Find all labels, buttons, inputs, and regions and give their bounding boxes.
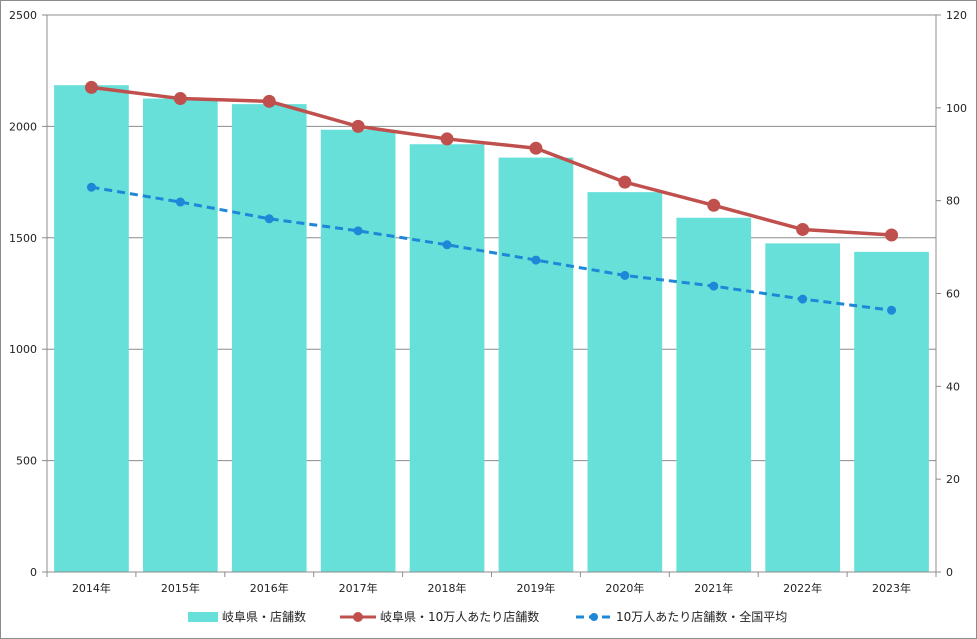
- left-tick-label: 2500: [9, 9, 37, 22]
- national-average-point: [86, 182, 96, 192]
- bar-series: [54, 85, 929, 573]
- gifu-per-100k-point: [84, 80, 98, 94]
- national-average-point: [264, 214, 274, 224]
- x-tick-label: 2014年: [72, 581, 111, 595]
- national-average-point: [353, 226, 363, 236]
- x-tick-label: 2020年: [605, 581, 644, 595]
- right-tick-label: 40: [946, 380, 960, 393]
- left-tick-label: 0: [30, 566, 37, 579]
- gifu-per-100k-point: [885, 228, 899, 242]
- axes: [42, 14, 941, 577]
- x-tick-label: 2023年: [872, 581, 911, 595]
- national-average-line: [91, 185, 892, 312]
- bar: [231, 104, 307, 573]
- national-average-point: [175, 197, 185, 207]
- bar: [54, 85, 129, 572]
- legend-swatch-marker: [590, 613, 598, 621]
- right-tick-label: 0: [946, 566, 953, 579]
- bar: [143, 98, 218, 573]
- national-average-point: [887, 305, 897, 315]
- x-tick-label: 2021年: [694, 581, 733, 595]
- bar: [409, 144, 485, 572]
- right-tick-label: 60: [946, 288, 960, 301]
- gifu-per-100k-point: [529, 141, 543, 155]
- bar: [765, 243, 840, 572]
- legend-label: 10万人あたり店舗数・全国平均: [616, 609, 787, 624]
- right-tick-label: 100: [946, 102, 967, 115]
- x-tick-label: 2015年: [161, 581, 200, 595]
- gifu-per-100k-point: [440, 132, 454, 146]
- x-tick-label: 2019年: [516, 581, 555, 595]
- legend-swatch-marker: [353, 612, 363, 622]
- bar: [320, 129, 396, 572]
- gifu-per-100k-point: [262, 94, 276, 108]
- legend-label: 岐阜県・店舗数: [222, 609, 306, 624]
- gifu-per-100k-point: [618, 175, 632, 189]
- gifu-per-100k-point: [173, 92, 187, 106]
- left-tick-label: 1500: [9, 232, 37, 245]
- gifu-per-100k-point: [351, 119, 365, 133]
- x-tick-label: 2018年: [428, 581, 467, 595]
- tick-labels: 0 500 1000 1500 2000 2500 0 20 40 60 80 100 120 2014年…: [9, 9, 967, 595]
- bar: [498, 157, 574, 573]
- left-tick-label: 500: [16, 455, 37, 468]
- national-average-point: [798, 294, 808, 304]
- bar: [854, 251, 929, 572]
- x-tick-label: 2017年: [339, 581, 378, 595]
- gifu-per-100k-line: [91, 85, 892, 237]
- right-tick-label: 20: [946, 473, 960, 486]
- legend: 岐阜県・店舗数 岐阜県・10万人あたり店舗数 10万人あたり店舗数・全国平均: [188, 609, 787, 624]
- left-tick-label: 1000: [9, 343, 37, 356]
- right-tick-label: 120: [946, 9, 967, 22]
- legend-label: 岐阜県・10万人あたり店舗数: [380, 609, 539, 624]
- legend-swatch-bar: [188, 612, 218, 622]
- national-average-point: [442, 240, 452, 250]
- national-average-point: [709, 281, 719, 291]
- national-average-point: [620, 270, 630, 280]
- line-series: [84, 80, 899, 315]
- right-tick-label: 80: [946, 195, 960, 208]
- bar: [676, 217, 752, 573]
- national-average-point: [531, 255, 541, 265]
- gifu-per-100k-point: [796, 222, 810, 236]
- x-tick-label: 2016年: [250, 581, 289, 595]
- bar: [587, 192, 663, 572]
- x-tick-label: 2022年: [783, 581, 822, 595]
- left-tick-label: 2000: [9, 120, 37, 133]
- gifu-per-100k-point: [707, 198, 721, 212]
